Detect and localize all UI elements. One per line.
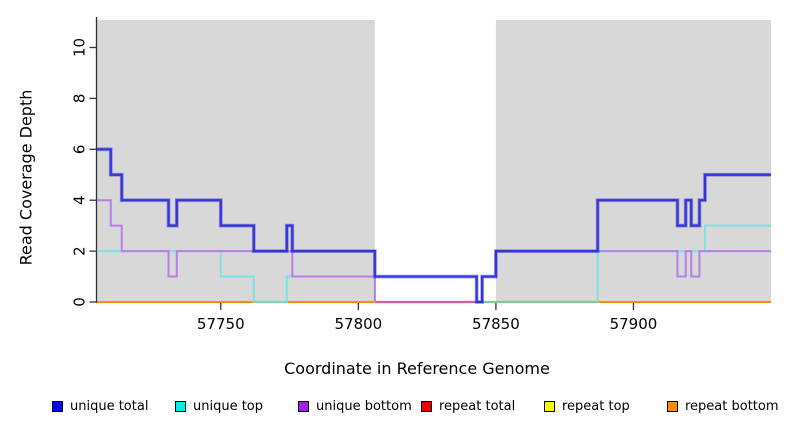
legend-item-unique-top: unique top <box>175 399 298 414</box>
y-tick-label: 8 <box>71 94 89 104</box>
shaded-region <box>97 20 375 303</box>
y-tick-label: 6 <box>71 145 89 155</box>
legend-swatch-repeat-total <box>421 401 432 412</box>
legend-swatch-unique-bottom <box>298 401 309 412</box>
chart-legend: unique total unique top unique bottom repea… <box>52 399 782 414</box>
x-axis-title-text: Coordinate in Reference Genome <box>284 359 550 378</box>
legend-item-repeat-bottom: repeat bottom <box>667 399 790 414</box>
y-tick-label: 10 <box>71 38 89 57</box>
y-tick-label: 0 <box>71 297 89 307</box>
y-tick-label: 2 <box>71 246 89 256</box>
x-tick-label: 57850 <box>472 315 520 333</box>
legend-item-repeat-top: repeat top <box>544 399 667 414</box>
legend-label: repeat total <box>439 399 516 414</box>
x-tick-label: 57900 <box>610 315 658 333</box>
shaded-region <box>495 20 771 303</box>
legend-swatch-unique-total <box>52 401 63 412</box>
legend-swatch-repeat-top <box>544 401 555 412</box>
legend-item-unique-bottom: unique bottom <box>298 399 421 414</box>
x-tick-label: 57800 <box>334 315 382 333</box>
legend-label: unique total <box>70 399 149 414</box>
y-tick-label: 4 <box>71 195 89 205</box>
x-axis-title: Coordinate in Reference Genome <box>0 359 792 378</box>
legend-swatch-unique-top <box>175 401 186 412</box>
series-line-unique-total <box>97 148 771 304</box>
y-axis-title: Read Coverage Depth <box>16 89 36 266</box>
legend-label: unique bottom <box>316 399 412 414</box>
legend-item-repeat-total: repeat total <box>421 399 544 414</box>
legend-item-unique-total: unique total <box>52 399 175 414</box>
x-tick-label: 57750 <box>197 315 245 333</box>
legend-label: repeat bottom <box>685 399 779 414</box>
legend-label: unique top <box>193 399 264 414</box>
legend-swatch-repeat-bottom <box>667 401 678 412</box>
legend-label: repeat top <box>562 399 630 414</box>
